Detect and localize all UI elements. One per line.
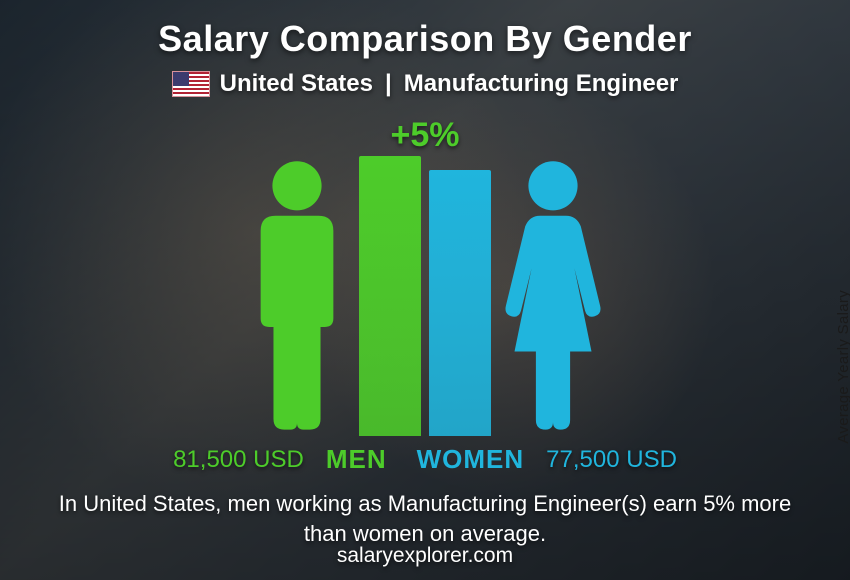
women-bar	[429, 170, 491, 436]
pct-diff-badge: +5%	[391, 116, 460, 155]
woman-icon	[499, 158, 607, 436]
us-flag-icon	[172, 71, 210, 97]
women-label: WOMEN	[417, 444, 525, 475]
labels-row: 81,500 USD MEN WOMEN 77,500 USD	[30, 444, 820, 475]
subtitle: United States | Manufacturing Engineer	[172, 70, 679, 98]
women-group	[429, 158, 607, 436]
separator: |	[385, 70, 392, 98]
country-label: United States	[220, 70, 373, 98]
y-axis-label: Average Yearly Salary	[836, 290, 850, 444]
man-icon	[243, 158, 351, 436]
men-label: MEN	[326, 444, 387, 475]
salary-chart: +5%	[30, 106, 820, 436]
job-label: Manufacturing Engineer	[404, 70, 679, 98]
men-group	[243, 156, 421, 436]
women-salary: 77,500 USD	[546, 446, 677, 474]
men-salary: 81,500 USD	[173, 446, 304, 474]
page-title: Salary Comparison By Gender	[158, 18, 692, 60]
description-text: In United States, men working as Manufac…	[55, 489, 795, 548]
men-bar	[359, 156, 421, 436]
